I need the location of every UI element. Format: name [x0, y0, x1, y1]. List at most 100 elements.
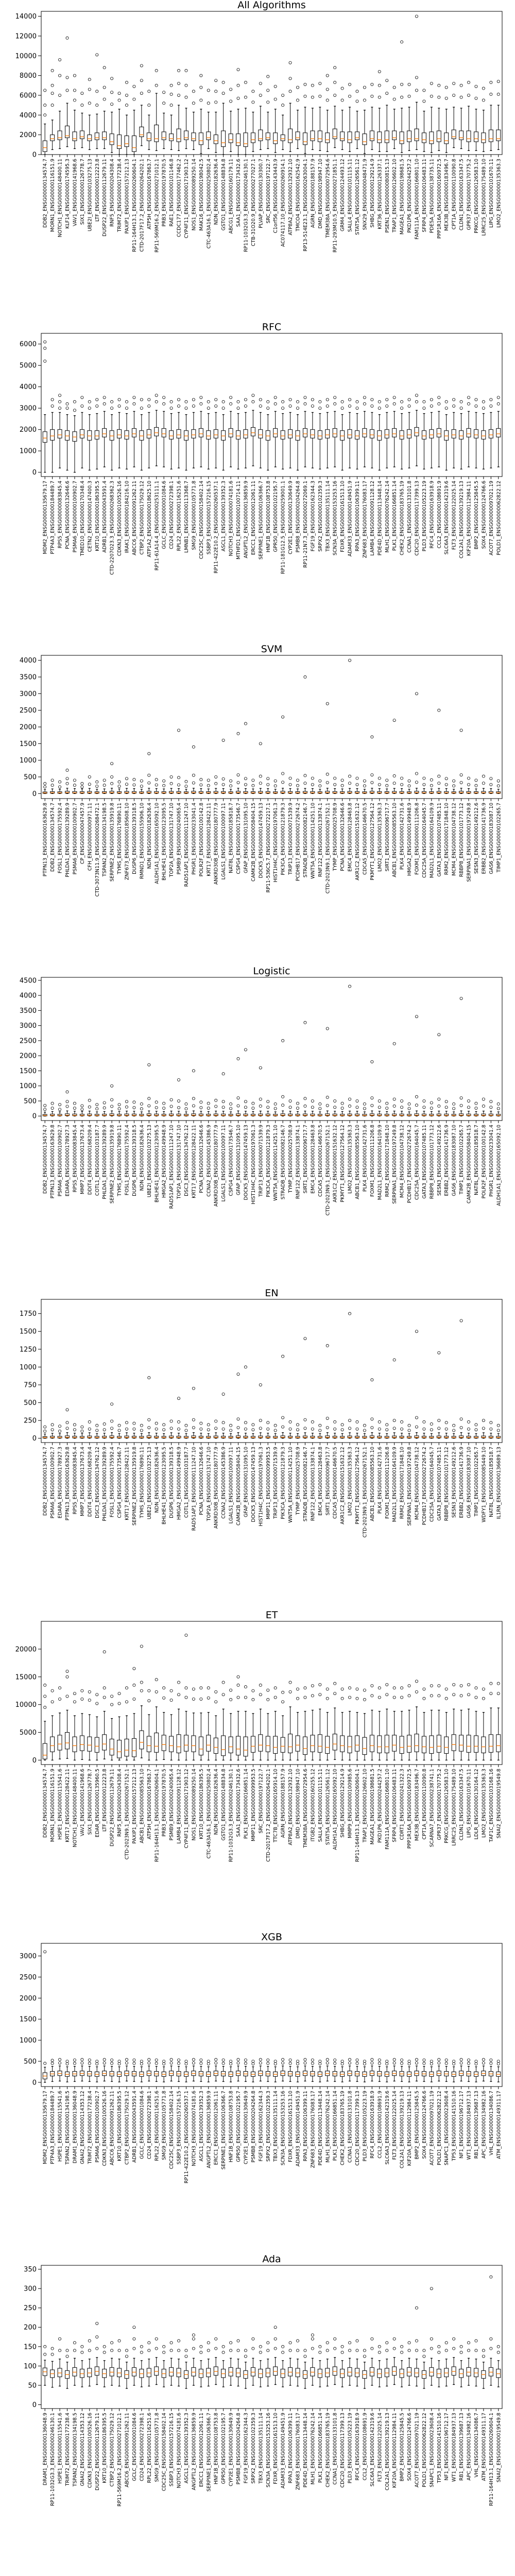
- outlier-point: [132, 84, 136, 88]
- iqr-box: [459, 1113, 464, 1116]
- outlier-point: [459, 400, 463, 403]
- box-item: [124, 1686, 129, 1761]
- outlier-point: [370, 94, 374, 98]
- box-item: [50, 1423, 55, 1439]
- x-tick-label: KRT10_ENSG00000186395.5: [199, 1769, 204, 1839]
- iqr-box: [236, 430, 241, 439]
- iqr-box: [436, 791, 441, 794]
- outlier-point: [207, 400, 210, 403]
- outlier-point: [236, 400, 240, 403]
- outlier-point: [58, 1103, 62, 1106]
- outlier-point: [125, 81, 129, 84]
- x-tick-label: SESN3_ENSG00000149212.6: [437, 1125, 442, 1196]
- box-item: [206, 778, 211, 794]
- iqr-box: [102, 1734, 107, 1751]
- x-tick-label: PIK3CA_ENSG00000121879.3: [281, 803, 286, 875]
- outlier-point: [147, 1426, 151, 1429]
- outlier-point: [73, 778, 76, 782]
- outlier-point: [184, 83, 188, 87]
- chart-svg: RFC0100020003000400050006000MDM2_ENSG000…: [20, 322, 503, 575]
- outlier-point: [311, 404, 314, 408]
- x-tick-label: RAD51AP1_ENSG00000111247.10: [184, 803, 190, 887]
- iqr-box: [288, 429, 293, 438]
- outlier-point: [348, 2058, 352, 2061]
- outlier-point: [65, 1694, 69, 1698]
- outlier-point: [377, 1099, 381, 1103]
- y-tick-label: 20000: [15, 1646, 37, 1653]
- x-tick-label: FLT3_ENSG00000122025.14: [452, 481, 457, 550]
- outlier-point: [482, 406, 485, 410]
- x-tick-label: CCNA2_ENSG00000145386.9: [206, 1125, 212, 1197]
- box-item: [50, 398, 55, 473]
- outlier-point: [207, 2059, 210, 2063]
- outlier-point: [496, 93, 500, 96]
- outlier-point: [199, 1100, 203, 1104]
- box-item: [325, 74, 330, 152]
- x-tick-label: NAT8L_ENSG00000185818.7: [474, 1125, 479, 1195]
- outlier-point: [65, 1105, 69, 1108]
- outlier-point: [43, 1706, 47, 1709]
- outlier-point: [50, 778, 54, 782]
- box-item: [384, 398, 389, 469]
- iqr-box: [169, 430, 174, 439]
- x-tick-label: GFAP_ENSG00000131095.10: [243, 803, 249, 873]
- outlier-point: [482, 400, 485, 403]
- chart-svg: Logistic05001000150020002500300035004000…: [20, 966, 503, 1215]
- box-item: [332, 1099, 337, 1116]
- box-item: [191, 1687, 196, 1761]
- outlier-point: [125, 2061, 129, 2065]
- outlier-point: [65, 2062, 69, 2065]
- outlier-point: [221, 783, 225, 786]
- iqr-box: [146, 429, 151, 438]
- outlier-point: [58, 58, 62, 61]
- x-tick-label: FLT3_ENSG00000122025.14: [392, 2091, 398, 2160]
- outlier-point: [102, 1696, 106, 1699]
- x-tick-label: MORN1_ENSG00000116151.9: [50, 159, 56, 232]
- outlier-point: [459, 2061, 463, 2065]
- x-tick-label: SCARNA7_ENSG00000238741.1: [429, 1769, 435, 1847]
- outlier-point: [221, 406, 225, 410]
- outlier-point: [251, 2062, 255, 2065]
- box-item: [481, 2058, 486, 2082]
- x-tick-label: CTD-2023N9.1_ENSG00000267152.1: [362, 1447, 368, 1537]
- box-item: [243, 1048, 248, 1116]
- outlier-point: [422, 406, 426, 410]
- x-tick-label: RP11-1032G3.3_ENSG00000246130.1: [229, 1769, 234, 1862]
- outlier-point: [377, 83, 381, 87]
- iqr-box: [295, 131, 300, 140]
- box-item: [265, 400, 270, 471]
- iqr-box: [444, 430, 449, 440]
- x-tick-label: MCM4_ENSG00000104738.12: [452, 803, 457, 876]
- outlier-point: [340, 2062, 344, 2065]
- outlier-point: [251, 1689, 255, 1692]
- outlier-point: [407, 779, 411, 783]
- iqr-box: [79, 1735, 84, 1751]
- box-item: [50, 1689, 55, 1761]
- outlier-point: [303, 1696, 307, 1699]
- outlier-point: [251, 400, 255, 403]
- outlier-point: [407, 1694, 411, 1698]
- outlier-point: [88, 1427, 91, 1431]
- x-tick-label: SIX1_ENSG00000126778.7: [87, 1769, 93, 1835]
- outlier-point: [407, 1429, 411, 1432]
- outlier-point: [444, 2062, 448, 2065]
- iqr-box: [221, 1735, 226, 1756]
- iqr-box: [347, 791, 352, 794]
- box-item: [332, 1682, 337, 1760]
- box-item: [117, 398, 122, 469]
- box-item: [369, 398, 374, 469]
- box-item: [213, 79, 218, 153]
- outlier-point: [214, 1690, 218, 1693]
- x-tick-label: SERPINA1_ENSG00000197249.8: [392, 1125, 398, 1204]
- outlier-point: [140, 406, 143, 410]
- x-tick-label: SAA1_ENSG00000173432.6: [236, 159, 242, 227]
- outlier-point: [95, 104, 99, 107]
- outlier-point: [50, 104, 54, 107]
- x-tick-label: ATP8A2_ENSG00000132932.10: [288, 159, 294, 235]
- outlier-point: [140, 2062, 143, 2065]
- x-tick-label: CDC25A_ENSG00000164045.7: [414, 1125, 420, 1200]
- box-item: [474, 1101, 478, 1116]
- y-tick-label: 2000: [20, 724, 37, 732]
- x-tick-label: NOS1_ENSG00000089250.14: [191, 1769, 197, 1841]
- box-item: [191, 1386, 196, 1439]
